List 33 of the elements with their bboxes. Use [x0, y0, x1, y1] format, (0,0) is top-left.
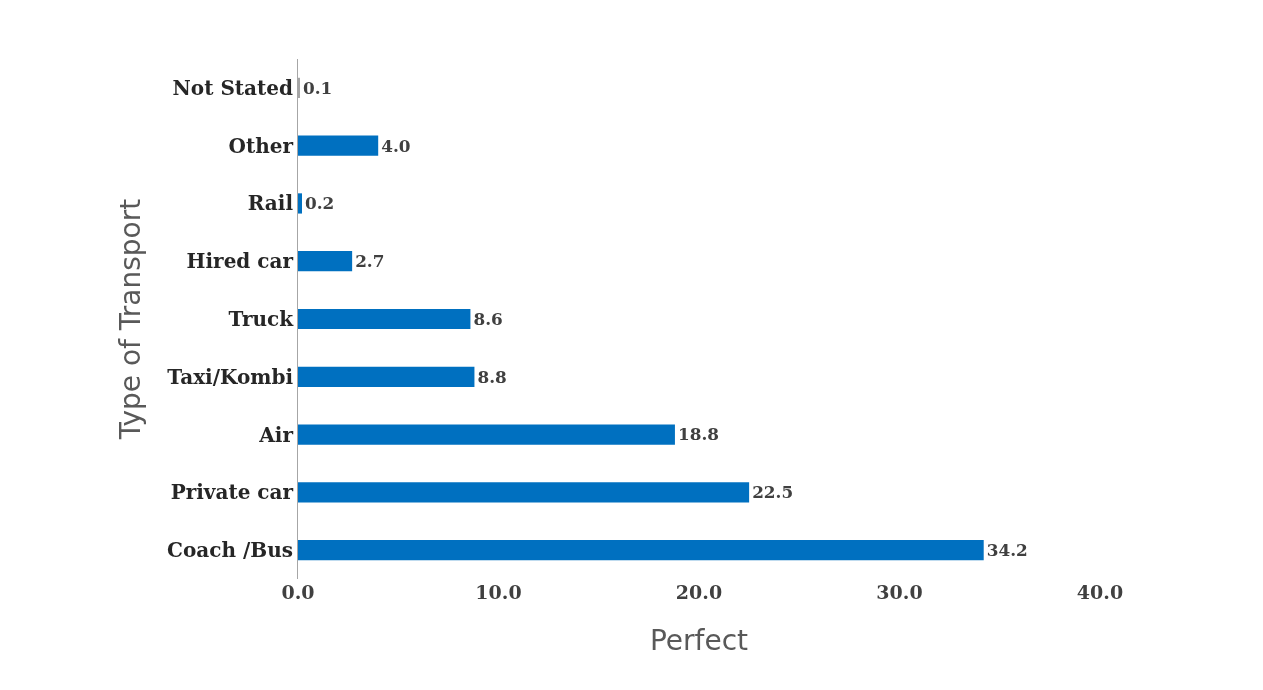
y-tick-label: Rail [247, 191, 294, 216]
x-tick-label: 10.0 [475, 581, 522, 603]
x-tick-label: 40.0 [1076, 581, 1124, 603]
bar [298, 424, 675, 445]
data-label: 8.8 [477, 366, 507, 387]
y-tick-label: Other [228, 133, 294, 158]
x-tick-label: 30.0 [876, 581, 923, 603]
data-label: 2.7 [355, 251, 385, 272]
data-label: 34.2 [986, 540, 1028, 561]
x-axis-title: Perfect [649, 624, 749, 658]
data-label: 22.5 [752, 482, 794, 503]
data-label: 0.2 [305, 193, 335, 214]
bar [298, 308, 471, 330]
y-tick-label: Coach /Bus [167, 538, 293, 563]
bar [298, 540, 984, 561]
x-tick-label: 20.0 [675, 581, 723, 603]
y-tick-label: Taxi/Kombi [167, 364, 294, 389]
bar [298, 482, 750, 503]
bar [298, 251, 353, 272]
bar [298, 366, 475, 387]
data-label: 18.8 [677, 424, 719, 445]
y-tick-label: Private car [170, 480, 294, 505]
y-tick-label: Hired car [186, 249, 294, 274]
data-label: 8.6 [473, 308, 503, 329]
x-tick-label: 0.0 [281, 581, 315, 603]
y-axis-title: Type of Transport [113, 198, 147, 441]
data-label: 0.1 [303, 77, 333, 98]
bar [298, 135, 379, 156]
bar [298, 193, 303, 214]
y-tick-label: Air [258, 422, 294, 447]
y-tick-label: Not Stated [172, 75, 293, 100]
y-tick-label: Truck [228, 307, 295, 331]
data-label: 4.0 [381, 135, 411, 156]
